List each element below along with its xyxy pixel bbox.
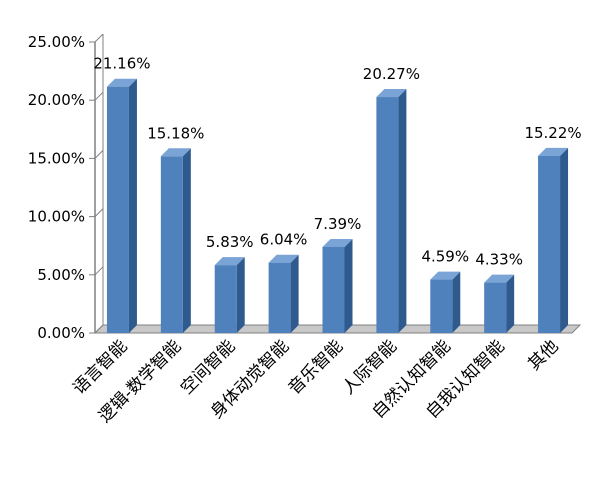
bar-side bbox=[128, 78, 137, 333]
bar-top bbox=[376, 89, 407, 98]
bar-front bbox=[376, 97, 399, 334]
bar-top bbox=[106, 78, 137, 87]
bar-top bbox=[430, 271, 461, 280]
x-category-label: 音乐智能 bbox=[285, 336, 347, 398]
data-label: 4.59% bbox=[421, 248, 469, 266]
y-tick-depth bbox=[94, 208, 104, 217]
x-category-label: 其他 bbox=[524, 336, 562, 374]
y-tick-label: 20.00% bbox=[28, 91, 85, 109]
bar-front bbox=[106, 86, 129, 333]
y-tick-depth bbox=[94, 266, 104, 276]
chart-data-labels: 21.16% 15.18% 5.83% 6.04% 7.39% 20.27% 4.59% 4.… bbox=[93, 55, 581, 269]
y-tick-label: 25.00% bbox=[28, 33, 85, 51]
data-label: 6.04% bbox=[260, 231, 308, 249]
y-tick-label: 10.00% bbox=[28, 208, 85, 226]
bar-front bbox=[214, 265, 237, 333]
data-label: 7.39% bbox=[314, 215, 362, 233]
bar bbox=[160, 148, 191, 333]
bar bbox=[268, 254, 299, 333]
bar-side bbox=[236, 257, 245, 333]
chart-category-labels: 语言智能逻辑-数学智能空间智能身体动觉智能音乐智能人际智能自然认知智能自我认知智… bbox=[69, 336, 562, 426]
bar-top bbox=[322, 238, 353, 247]
bar bbox=[484, 274, 515, 333]
bar bbox=[106, 78, 137, 333]
bar-side bbox=[398, 89, 407, 334]
y-tick-label: 5.00% bbox=[37, 266, 85, 284]
y-tick-depth bbox=[94, 324, 104, 334]
data-label: 15.18% bbox=[147, 124, 204, 142]
bar-front bbox=[538, 155, 561, 333]
bar-front bbox=[160, 156, 183, 333]
bar-front bbox=[268, 262, 291, 333]
y-tick-depth bbox=[94, 91, 104, 101]
bar-top bbox=[484, 274, 515, 283]
bar bbox=[538, 147, 569, 333]
bar-side bbox=[290, 254, 299, 333]
y-tick-depth bbox=[94, 150, 104, 159]
bar bbox=[430, 271, 461, 333]
y-tick-label: 0.00% bbox=[37, 324, 85, 342]
bar-side bbox=[182, 148, 191, 333]
bar-top bbox=[268, 254, 299, 263]
bar bbox=[322, 238, 353, 333]
y-tick-label: 15.00% bbox=[28, 149, 85, 167]
bar-side bbox=[506, 274, 515, 333]
bar-top bbox=[214, 257, 245, 266]
bar-front bbox=[430, 279, 453, 333]
bar-side bbox=[344, 238, 353, 333]
bar-front bbox=[484, 282, 507, 333]
bar-front bbox=[322, 246, 345, 333]
bar bbox=[214, 257, 245, 333]
bar-side bbox=[560, 147, 569, 333]
bar-top bbox=[538, 147, 569, 156]
chart-bars bbox=[106, 78, 569, 334]
bar-top bbox=[160, 148, 191, 157]
bar-side bbox=[452, 271, 461, 333]
data-label: 4.33% bbox=[475, 251, 523, 269]
data-label: 20.27% bbox=[363, 65, 420, 83]
bar bbox=[376, 89, 407, 334]
data-label: 21.16% bbox=[93, 55, 150, 73]
data-label: 5.83% bbox=[206, 233, 254, 251]
data-label: 15.22% bbox=[524, 124, 581, 142]
y-tick-depth bbox=[94, 33, 104, 43]
